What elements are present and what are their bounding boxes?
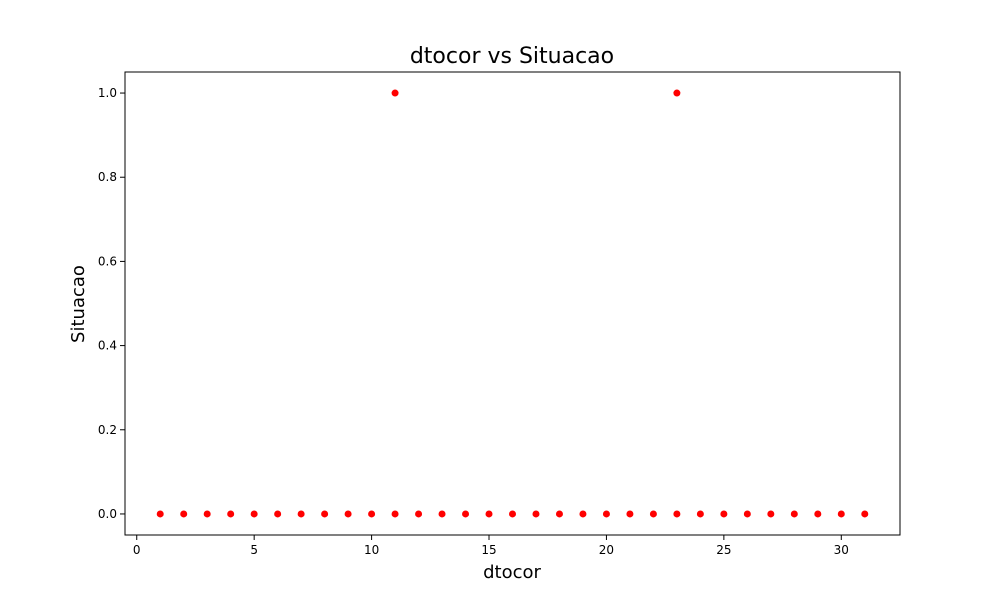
data-point bbox=[462, 510, 470, 518]
x-tick-label: 10 bbox=[364, 543, 379, 557]
y-axis-ticks: 0.0 0.2 0.4 0.6 0.8 1.0 bbox=[98, 86, 125, 521]
data-point bbox=[626, 510, 634, 518]
data-point bbox=[743, 510, 751, 518]
data-point bbox=[321, 510, 329, 518]
data-point bbox=[579, 510, 587, 518]
data-point bbox=[696, 510, 704, 518]
data-point bbox=[180, 510, 188, 518]
data-point bbox=[790, 510, 798, 518]
data-point bbox=[720, 510, 728, 518]
y-tick-label: 1.0 bbox=[98, 86, 117, 100]
data-point bbox=[227, 510, 235, 518]
data-point bbox=[814, 510, 822, 518]
x-tick-label: 25 bbox=[716, 543, 731, 557]
data-point bbox=[438, 510, 446, 518]
data-point bbox=[250, 510, 258, 518]
y-tick-label: 0.0 bbox=[98, 507, 117, 521]
data-point bbox=[391, 89, 399, 97]
data-point bbox=[156, 510, 164, 518]
x-tick-label: 0 bbox=[133, 543, 141, 557]
data-points bbox=[156, 89, 869, 518]
data-point bbox=[203, 510, 211, 518]
data-point bbox=[837, 510, 845, 518]
data-point bbox=[555, 510, 563, 518]
y-tick-label: 0.4 bbox=[98, 339, 117, 353]
data-point bbox=[274, 510, 282, 518]
chart-title: dtocor vs Situacao bbox=[410, 44, 614, 69]
data-point bbox=[767, 510, 775, 518]
data-point bbox=[485, 510, 493, 518]
y-tick-label: 0.6 bbox=[98, 254, 117, 268]
y-tick-label: 0.2 bbox=[98, 423, 117, 437]
data-point bbox=[649, 510, 657, 518]
x-axis-ticks: 0 5 10 15 20 25 30 bbox=[133, 535, 849, 557]
data-point bbox=[673, 510, 681, 518]
data-point bbox=[391, 510, 399, 518]
x-tick-label: 15 bbox=[481, 543, 496, 557]
data-point bbox=[532, 510, 540, 518]
data-point bbox=[673, 89, 681, 97]
data-point bbox=[368, 510, 376, 518]
data-point bbox=[415, 510, 423, 518]
y-tick-label: 0.8 bbox=[98, 170, 117, 184]
plot-area bbox=[124, 71, 901, 536]
data-point bbox=[344, 510, 352, 518]
data-point bbox=[602, 510, 610, 518]
y-axis-label: Situacao bbox=[68, 265, 89, 343]
x-tick-label: 5 bbox=[250, 543, 258, 557]
data-point bbox=[297, 510, 305, 518]
data-point bbox=[509, 510, 516, 518]
data-point bbox=[861, 510, 869, 518]
x-tick-label: 20 bbox=[599, 543, 614, 557]
x-tick-label: 30 bbox=[834, 543, 849, 557]
x-axis-label: dtocor bbox=[483, 562, 541, 583]
